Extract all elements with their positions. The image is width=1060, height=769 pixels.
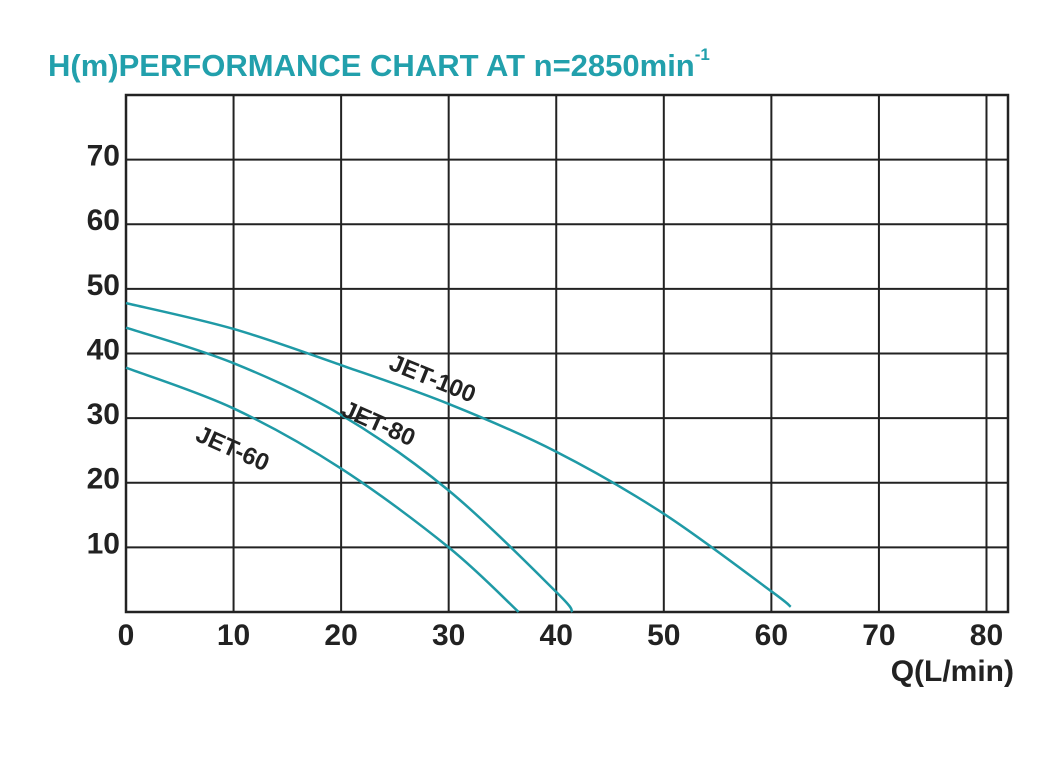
chart-title: H(m)PERFORMANCE CHART AT n=2850min-1 bbox=[48, 45, 710, 83]
series-line bbox=[125, 301, 792, 608]
x-axis-label: Q(L/min) bbox=[891, 655, 1014, 688]
x-tick-label: 30 bbox=[432, 619, 465, 652]
x-tick-label: 0 bbox=[118, 619, 135, 652]
series-line bbox=[125, 326, 574, 613]
y-tick-label: 20 bbox=[87, 463, 120, 496]
series-label: JET-100 bbox=[385, 349, 479, 408]
x-tick-label: 80 bbox=[970, 619, 1003, 652]
title-superscript: -1 bbox=[695, 45, 710, 64]
series-label: JET-60 bbox=[192, 421, 274, 477]
plot-frame bbox=[124, 93, 1010, 614]
y-tick-label: 70 bbox=[87, 140, 120, 173]
x-tick-label: 50 bbox=[647, 619, 680, 652]
y-tick-label: 30 bbox=[87, 398, 120, 431]
title-text: H(m)PERFORMANCE CHART AT n=2850min bbox=[48, 48, 695, 83]
x-tick-label: 70 bbox=[862, 619, 895, 652]
y-tick-label: 60 bbox=[87, 204, 120, 237]
x-tick-label: 60 bbox=[755, 619, 788, 652]
series-label: JET-80 bbox=[338, 396, 420, 452]
series-line bbox=[125, 366, 520, 613]
y-tick-label: 50 bbox=[87, 269, 120, 302]
x-tick-label: 20 bbox=[324, 619, 357, 652]
x-tick-label: 40 bbox=[540, 619, 573, 652]
x-tick-label: 10 bbox=[217, 619, 250, 652]
y-tick-label: 40 bbox=[87, 333, 120, 366]
y-tick-label: 10 bbox=[87, 527, 120, 560]
